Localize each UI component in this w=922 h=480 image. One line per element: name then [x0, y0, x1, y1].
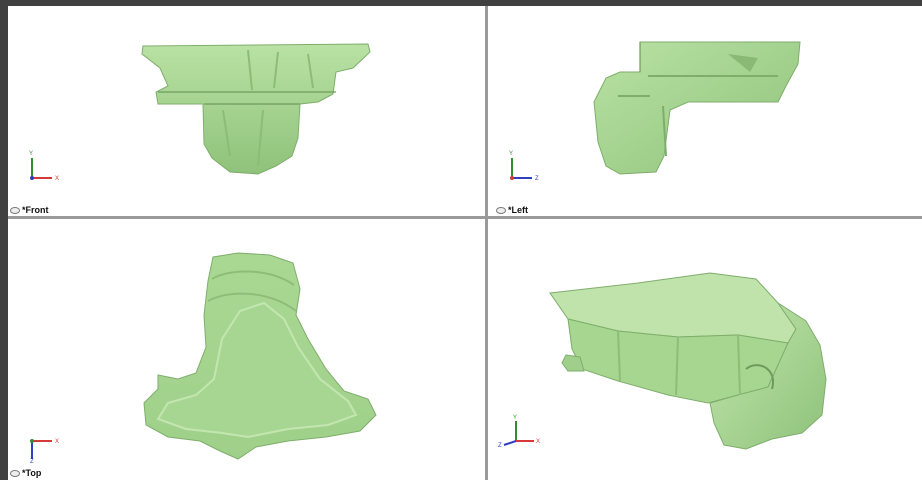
eye-icon	[496, 206, 506, 214]
svg-text:Y: Y	[509, 151, 513, 157]
axis-triad: Y Z	[502, 148, 542, 184]
svg-text:Y: Y	[29, 151, 33, 157]
viewport-label-top[interactable]: *Top	[10, 468, 41, 478]
axis-triad: Y X	[22, 148, 62, 184]
top-model[interactable]	[8, 219, 485, 480]
viewport-label-text: *Front	[22, 205, 49, 215]
front-model[interactable]	[8, 6, 485, 216]
viewport-splitter-horizontal[interactable]	[8, 216, 922, 219]
isometric-model[interactable]	[488, 219, 922, 480]
eye-icon	[10, 206, 20, 214]
svg-text:Z: Z	[535, 176, 539, 182]
svg-text:Z: Z	[30, 459, 34, 463]
viewport-label-front[interactable]: *Front	[10, 205, 49, 215]
axis-triad: X Z	[22, 427, 62, 465]
svg-text:X: X	[55, 176, 59, 182]
viewport-label-left[interactable]: *Left	[496, 205, 528, 215]
viewport-label-text: *Left	[508, 205, 528, 215]
viewport-label-text: *Top	[22, 468, 42, 478]
viewport-front[interactable]: Y X *Front	[8, 6, 485, 216]
svg-text:X: X	[536, 439, 540, 445]
svg-text:X: X	[55, 439, 59, 445]
viewport-top[interactable]: X Z *Top	[8, 219, 485, 480]
viewport-splitter-vertical[interactable]	[485, 6, 488, 480]
viewport-isometric[interactable]: Y X Z	[488, 219, 922, 480]
left-model[interactable]	[488, 6, 922, 216]
axis-triad: Y X Z	[498, 413, 540, 449]
eye-icon	[10, 469, 20, 477]
viewport-left[interactable]: Y Z *Left	[488, 6, 922, 216]
svg-text:Z: Z	[498, 443, 502, 449]
svg-text:Y: Y	[513, 415, 517, 421]
